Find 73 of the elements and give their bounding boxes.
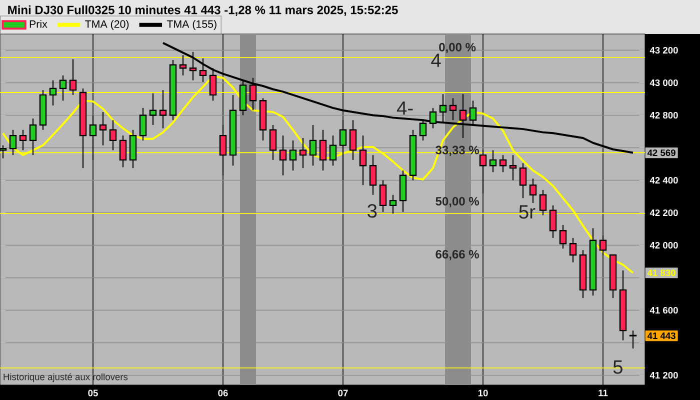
- candlestick: [539, 189, 547, 216]
- candlestick: [479, 150, 487, 194]
- candlestick: [69, 58, 77, 96]
- candlestick: [99, 111, 107, 146]
- candlestick: [9, 129, 17, 156]
- annotation: 50,00 %: [436, 197, 479, 208]
- candlestick: [219, 124, 227, 176]
- candlestick: [319, 129, 327, 172]
- y-tick-label: 42 200: [650, 209, 678, 216]
- y-tick-label: 41 200: [650, 372, 678, 379]
- candlestick: [159, 90, 167, 129]
- y-tick-label: 42 000: [650, 242, 678, 249]
- y-tick-label: 42 400: [650, 176, 678, 184]
- y-tick-label: 41 600: [650, 306, 678, 314]
- annotation: 0,00 %: [439, 42, 476, 54]
- candlestick: [119, 135, 127, 168]
- x-tick-label: 11: [598, 390, 608, 396]
- data-label: 42 569: [647, 150, 676, 156]
- candlestick: [329, 135, 337, 166]
- candlestick: [389, 194, 397, 214]
- data-label: 41 830: [647, 270, 676, 276]
- candlestick: [439, 94, 447, 124]
- candlestick: [469, 100, 477, 126]
- candlestick: [19, 129, 27, 151]
- legend-label: Prix: [30, 20, 48, 28]
- candlestick: [149, 92, 157, 126]
- candlestick: [339, 120, 347, 181]
- candlestick: [269, 124, 277, 160]
- candlestick: [429, 107, 437, 129]
- candlestick: [509, 154, 517, 181]
- candlestick: [499, 154, 507, 173]
- candlestick: [59, 74, 67, 102]
- legend-label: TMA (20): [85, 20, 129, 30]
- candlestick: [29, 118, 37, 156]
- candlestick: [289, 140, 297, 172]
- chart-title: Mini DJ30 Full0325 10 minutes 41 443 -1,28 % 11 mars 2025, 15:52:25: [8, 5, 398, 16]
- candlestick: [349, 120, 357, 160]
- candlestick: [629, 330, 637, 349]
- candlestick: [109, 120, 117, 151]
- x-tick-label: 06: [218, 390, 228, 396]
- legend-label: TMA (155): [166, 20, 216, 30]
- candlestick: [309, 124, 317, 166]
- candlestick: [179, 54, 187, 76]
- x-tick-label: 10: [478, 390, 488, 396]
- y-tick-label: 42 800: [650, 112, 678, 119]
- candlestick: [299, 137, 307, 169]
- candlestick: [519, 162, 527, 199]
- candlestick: [459, 94, 467, 139]
- candlestick: [529, 178, 537, 204]
- candlestick: [489, 150, 497, 173]
- candlestick: [549, 204, 557, 238]
- annotation: 66,66 %: [436, 250, 479, 260]
- candlestick: [139, 107, 147, 141]
- candlestick: [359, 135, 367, 186]
- candlestick: [49, 80, 57, 106]
- candlestick: [199, 58, 207, 82]
- candlestick: [189, 51, 197, 81]
- candlestick: [209, 68, 217, 102]
- candlestick: [559, 224, 567, 250]
- candlestick: [569, 237, 577, 263]
- candlestick: [369, 154, 377, 196]
- candlestick: [279, 135, 287, 176]
- y-tick-label: 43 200: [650, 46, 678, 54]
- annotation: 4-: [396, 101, 413, 115]
- x-tick-label: 05: [88, 390, 98, 396]
- candlestick: [419, 120, 427, 141]
- annotation: Historique ajusté aux rollovers: [4, 373, 128, 382]
- candlestick: [379, 180, 387, 212]
- candlestick: [249, 77, 257, 111]
- candlestick: [449, 98, 457, 121]
- x-tick-label: 07: [338, 390, 348, 396]
- text: 41 443: [647, 332, 676, 340]
- y-tick-label: 43 000: [650, 79, 678, 86]
